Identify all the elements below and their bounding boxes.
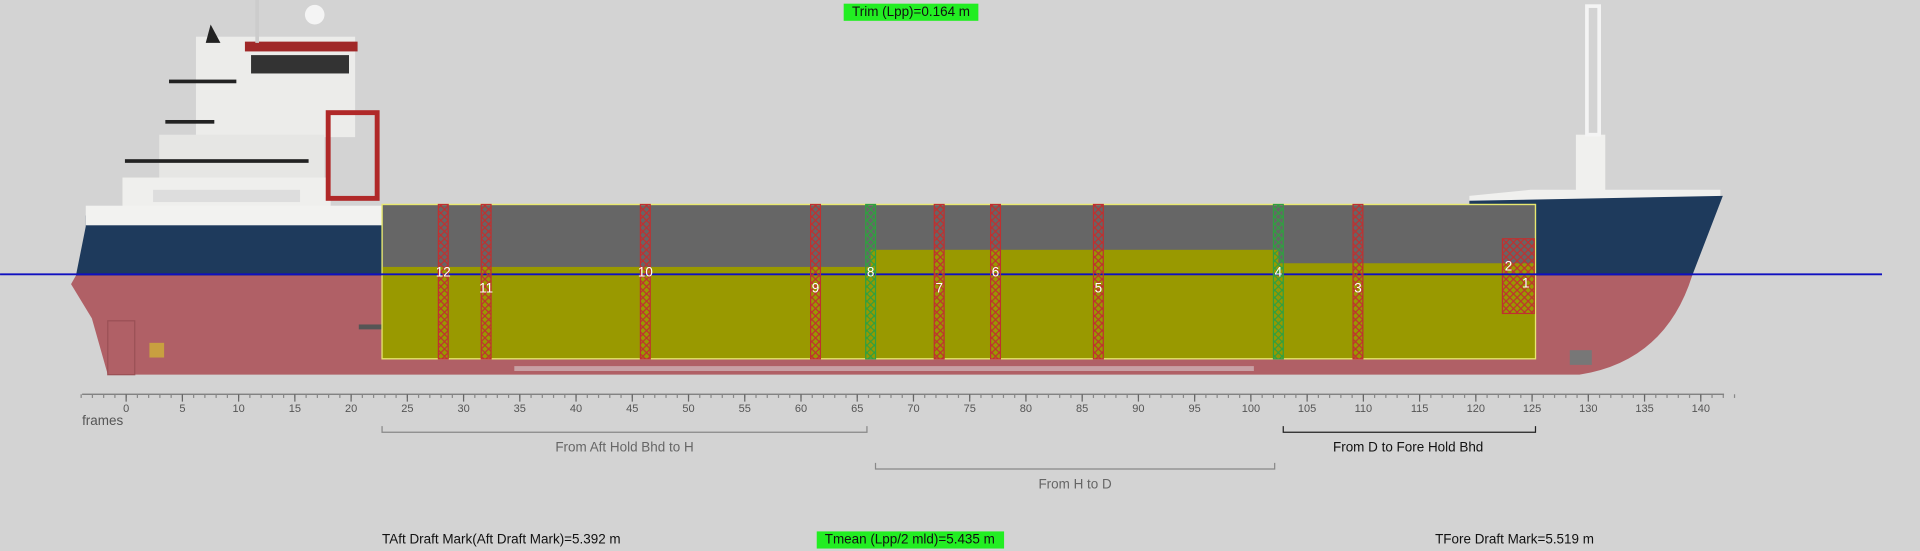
aft-draft: TAft Draft Mark(Aft Draft Mark)=5.392 m [382,532,621,547]
fore-draft: TFore Draft Mark=5.519 m [1435,532,1594,547]
tick-label: 115 [1411,403,1429,415]
bulkhead [865,203,877,360]
tick-label: 0 [123,403,129,415]
tick-label: 135 [1635,403,1653,415]
section-bracket [874,462,1276,470]
tick-label: 120 [1467,403,1485,415]
tank-label: 3 [1354,281,1361,296]
section-label: From D to Fore Hold Bhd [1333,440,1483,455]
tank-label: 2 [1505,258,1512,273]
tank-label: 6 [992,265,999,280]
tank-label: 4 [1275,265,1283,280]
tick-label: 105 [1298,403,1316,415]
mean-draft-badge [816,531,1005,549]
tank-label: 9 [812,281,819,296]
tick-label: 140 [1692,403,1710,415]
tank-label: 10 [638,265,653,280]
tick-label: 130 [1579,403,1597,415]
bulkhead [639,203,651,360]
tick-label: 45 [626,403,638,415]
tick-label: 40 [570,403,582,415]
tank-label: 7 [935,281,942,296]
mean-draft: Tmean (Lpp/2 mld)=5.435 m [825,532,995,547]
bulkhead [933,203,945,360]
tick-label: 50 [682,403,694,415]
trim-badge [843,3,979,21]
bulkhead [989,203,1002,360]
tick-label: 100 [1242,403,1260,415]
tick-label: 110 [1355,403,1373,415]
tick-label: 75 [964,403,976,415]
tick-label: 65 [851,403,863,415]
tick-label: 15 [289,403,301,415]
trim-value: Trim (Lpp)=0.164 m [852,4,970,19]
tick-label: 30 [457,403,469,415]
tick-label: 35 [514,403,526,415]
tick-label: 5 [179,403,185,415]
tick-label: 20 [345,403,357,415]
bulkhead [1092,203,1104,360]
tick-label: 70 [907,403,919,415]
tank-label: 12 [436,265,451,280]
tank-label: 1 [1522,276,1529,291]
tick-label: 85 [1076,403,1088,415]
tick-label: 60 [795,403,807,415]
bulkhead [437,203,449,360]
section-bracket [1282,426,1537,433]
superstructure [122,0,1721,211]
tank-label: 11 [479,281,493,296]
tank-label: 8 [867,265,874,280]
tick-label: 80 [1020,403,1032,415]
tick-label: 90 [1132,403,1144,415]
tick-label: 125 [1523,403,1541,415]
bulkhead [1272,203,1284,360]
tick-label: 25 [401,403,413,415]
section-label: From Aft Hold Bhd to H [555,440,693,455]
section-bracket [381,426,868,433]
bulkhead [810,203,822,360]
tick-label: 10 [232,403,244,415]
section-label: From H to D [1038,476,1112,491]
bulkhead [1352,203,1364,360]
tank-label: 5 [1095,281,1102,296]
tick-label: 55 [739,403,751,415]
tick-label: 95 [1189,403,1201,415]
bulkhead [480,203,492,360]
frame-axis-label: frames [82,413,123,428]
